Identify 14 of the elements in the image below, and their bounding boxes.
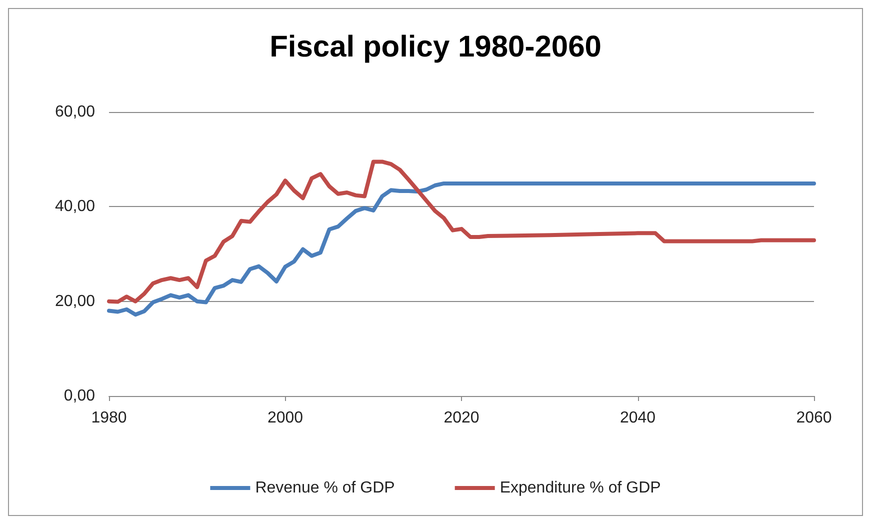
y-tick-label: 40,00 xyxy=(54,198,96,216)
x-tick-label: 2020 xyxy=(444,410,480,426)
y-tick-label: 0,00 xyxy=(64,388,96,404)
legend-label: Revenue % of GDP xyxy=(255,480,395,496)
y-tick-label: 20,00 xyxy=(54,292,96,310)
y-tick-label: 60,00 xyxy=(54,104,96,120)
x-tick-label: 2000 xyxy=(267,410,304,426)
line-series xyxy=(107,160,816,304)
x-tick-label: 2040 xyxy=(620,410,656,426)
x-tick-label: 2060 xyxy=(796,410,832,426)
chart-title: Fiscal policy 1980-2060 xyxy=(270,30,602,64)
legend-label: Expenditure % of GDP xyxy=(500,480,661,496)
x-tick-label: 1980 xyxy=(91,410,127,426)
line-series xyxy=(107,181,816,317)
